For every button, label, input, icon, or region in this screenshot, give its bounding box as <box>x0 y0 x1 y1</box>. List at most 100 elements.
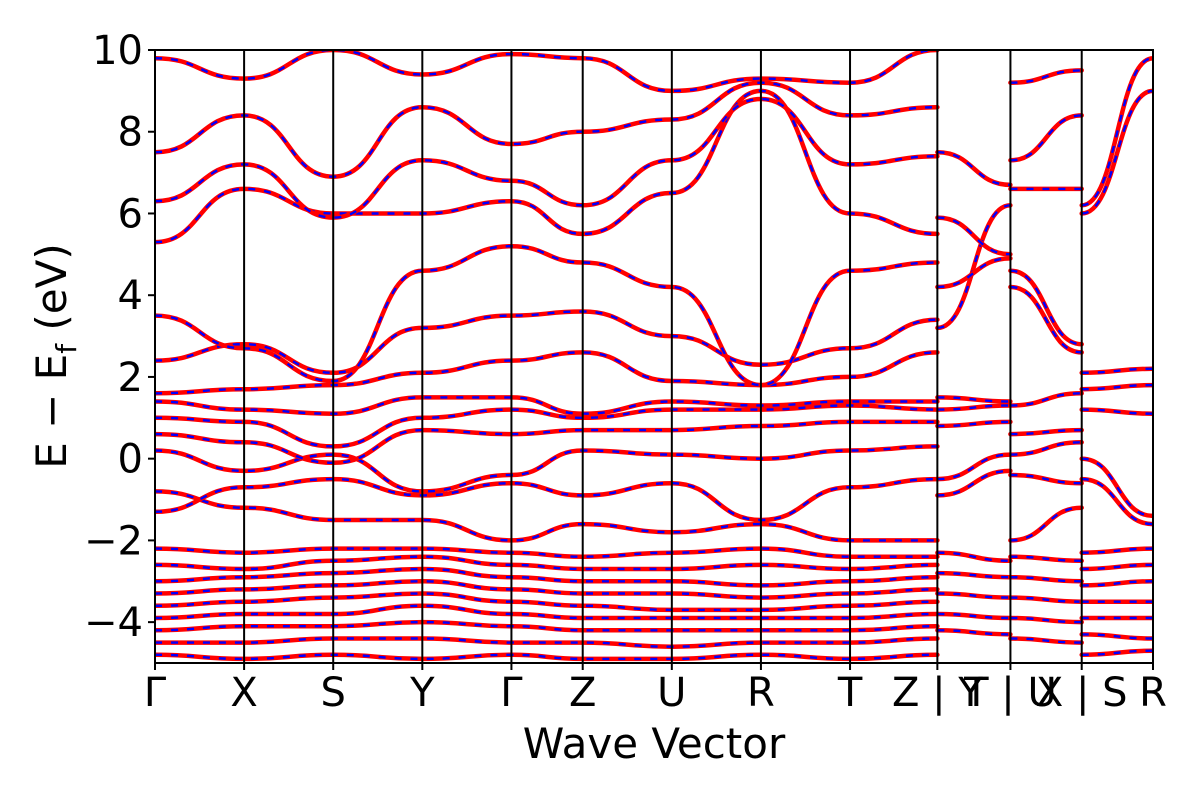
band-line-dashed-1 <box>155 477 938 522</box>
band-line-dashed-52 <box>1081 383 1153 391</box>
band-line-dashed-14 <box>155 555 938 571</box>
x-tick-label-3: Y <box>409 670 435 716</box>
x-tick-label-8: T <box>837 670 863 716</box>
band-line-dashed-40 <box>1010 392 1082 407</box>
band-line-dashed-11 <box>155 81 938 178</box>
band-line-dashed-37 <box>1010 473 1082 485</box>
y-tick-label-7: 10 <box>92 28 143 74</box>
band-line-36 <box>1008 505 1084 543</box>
band-line-1 <box>155 476 940 523</box>
band-line-dashed-4 <box>155 404 938 448</box>
x-tick-label-0: Γ <box>144 670 167 716</box>
band-line-0 <box>155 489 940 543</box>
band-line-56 <box>1079 88 1153 216</box>
x-tick-label-4: Γ <box>500 670 523 716</box>
band-line-5 <box>155 395 940 416</box>
band-line-dashed-16 <box>155 580 938 599</box>
high-symmetry-lines <box>243 50 1083 663</box>
band-line-12 <box>155 50 940 94</box>
bands-layer <box>155 50 1153 662</box>
x-tick-label-11: X | S <box>1036 670 1128 716</box>
x-tick-label-10: T | U <box>963 670 1057 716</box>
x-tick-label-6: U <box>657 670 686 716</box>
band-line-dashed-33 <box>937 592 1011 599</box>
band-line-9 <box>155 88 940 245</box>
band-line-27 <box>935 203 1013 331</box>
band-line-dashed-23 <box>937 453 1011 481</box>
band-line-dashed-25 <box>937 404 1011 411</box>
band-line-23 <box>935 452 1013 482</box>
x-tick-label-7: R <box>747 670 775 716</box>
band-line-29 <box>935 215 1013 257</box>
x-tick-label-12: R <box>1139 670 1167 716</box>
band-line-dashed-28 <box>937 257 1011 289</box>
y-tick-label-4: 4 <box>118 273 143 319</box>
band-line-dashed-39 <box>1010 428 1082 436</box>
band-line-dashed-22 <box>937 469 1011 497</box>
plot-frame <box>154 49 1154 664</box>
y-axis-ticks: −4 −2 0 2 4 6 8 10 <box>84 28 155 646</box>
band-line-dashed-57 <box>1081 57 1153 207</box>
band-line-dashed-50 <box>1010 637 1082 644</box>
band-line-22 <box>935 468 1013 498</box>
band-line-dashed-7 <box>155 310 938 375</box>
band-line-dashed-18 <box>155 604 938 620</box>
band-line-dashed-51 <box>1081 367 1153 374</box>
band-line-dashed-35 <box>937 629 1011 636</box>
band-line-dashed-32 <box>937 571 1011 579</box>
band-line-dashed-19 <box>155 620 938 632</box>
x-tick-label-1: X <box>230 670 257 716</box>
y-axis-label: E − Ef (eV) <box>27 243 83 469</box>
band-line-dashed-17 <box>155 592 938 612</box>
y-tick-label-0: −4 <box>84 600 143 646</box>
band-line-dashed-8 <box>155 244 938 387</box>
y-tick-label-2: 0 <box>118 437 143 483</box>
band-line-dashed-3 <box>155 420 938 465</box>
band-line-dashed-63 <box>1081 633 1153 640</box>
band-line-dashed-21 <box>155 653 938 661</box>
band-line-10 <box>155 96 940 220</box>
band-line-11 <box>155 80 940 179</box>
band-line-dashed-58 <box>1081 547 1153 554</box>
x-tick-label-9: Z | Y <box>892 670 983 716</box>
band-line-dashed-54 <box>1081 457 1153 518</box>
y-tick-label-1: −2 <box>84 518 143 564</box>
y-tick-label-3: 2 <box>118 355 143 401</box>
y-axis-label-main: E − E <box>27 354 76 469</box>
band-line-dashed-53 <box>1081 408 1153 415</box>
band-line-dashed-13 <box>155 547 938 558</box>
band-line-30 <box>935 149 1013 188</box>
band-line-44 <box>1008 113 1084 163</box>
band-line-dashed-34 <box>937 612 1011 620</box>
y-axis-label-subscript: f <box>50 343 83 354</box>
x-tick-label-2: S <box>321 670 346 716</box>
band-line-dashed-59 <box>1081 563 1153 571</box>
band-line-55 <box>1079 476 1153 527</box>
band-line-dashed-15 <box>155 567 938 587</box>
band-line-dashed-36 <box>1010 506 1082 542</box>
band-line-dashed-20 <box>155 637 938 648</box>
band-line-dashed-2 <box>155 445 938 493</box>
band-line-dashed-41 <box>1010 285 1082 354</box>
y-tick-label-5: 6 <box>118 191 143 237</box>
band-line-dashed-42 <box>1010 269 1082 346</box>
band-line-dashed-31 <box>937 551 1011 562</box>
band-line-dashed-0 <box>155 490 938 542</box>
band-line-dashed-49 <box>1010 616 1082 624</box>
y-axis-label-unit: (eV) <box>27 243 76 344</box>
band-line-dashed-46 <box>1010 555 1082 562</box>
band-line-6 <box>155 350 940 396</box>
band-line-dashed-10 <box>155 97 938 219</box>
band-line-dashed-45 <box>1010 69 1082 84</box>
band-line-dashed-60 <box>1081 580 1153 587</box>
band-line-dashed-64 <box>1081 649 1153 656</box>
band-line-dashed-26 <box>937 396 1011 403</box>
x-axis-label: Wave Vector <box>523 719 786 768</box>
band-line-dashed-9 <box>155 89 938 244</box>
y-tick-label-6: 8 <box>118 110 143 156</box>
band-line-7 <box>155 309 940 376</box>
band-line-dashed-24 <box>937 420 1011 428</box>
